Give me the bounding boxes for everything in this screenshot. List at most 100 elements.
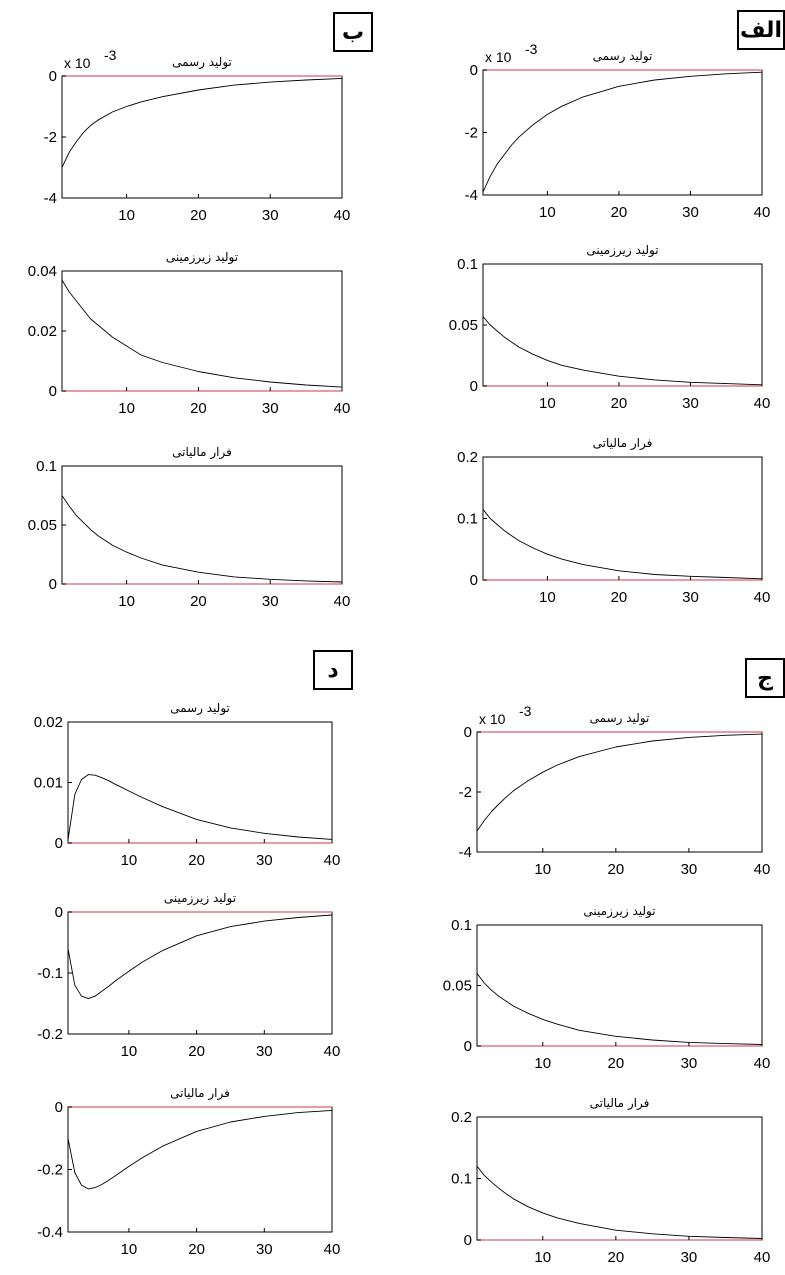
x-tick-label: 10 [539, 204, 556, 221]
response-line [482, 316, 763, 386]
x-tick-label: 30 [681, 1055, 698, 1072]
x-tick-label: 20 [190, 400, 207, 417]
x-tick-label: 20 [188, 1241, 205, 1258]
plot-title: فرار مالیاتی [590, 1096, 650, 1111]
x-tick-label: 40 [324, 1241, 341, 1258]
x-tick-label: 10 [121, 852, 138, 869]
y-tick-label: -4 [459, 844, 472, 861]
y-tick-label: 0.1 [451, 917, 472, 934]
chart-4: 0 -2 -4 10 20 30 40 تولید رسمی x 10 -3 [44, 47, 351, 224]
y-tick-label: -0.2 [37, 1162, 63, 1179]
x-tick-label: 40 [754, 1249, 771, 1266]
x-tick-label: 30 [682, 589, 699, 606]
response-line [67, 1109, 333, 1190]
x-tick-label: 40 [334, 593, 351, 610]
y-tick-label: 0.2 [451, 1109, 472, 1126]
x-tick-label: 40 [754, 861, 771, 878]
y-tick-label: -0.2 [37, 1026, 63, 1043]
plot-title: تولید رسمی [590, 711, 650, 726]
scale-exponent: -3 [104, 47, 117, 63]
x-tick-label: 40 [754, 395, 771, 412]
x-tick-label: 10 [118, 593, 135, 610]
x-tick-label: 20 [188, 852, 205, 869]
chart-8: 0.1 0.05 0 10 20 30 40 تولید زیرزمینی [443, 904, 771, 1072]
scale-factor: x 10 [64, 55, 91, 71]
plot-frame [67, 721, 333, 844]
chart-11: 0 -0.1 -0.2 10 20 30 40 تولید زیرزمینی [37, 891, 340, 1060]
y-tick-label: -2 [465, 125, 478, 142]
x-tick-label: 40 [324, 852, 341, 869]
plot-frame [482, 69, 763, 196]
chart-5: 0.04 0.02 0 10 20 30 40 تولید زیرزمینی [28, 250, 351, 417]
plot-title: تولید رسمی [593, 49, 653, 64]
y-tick-label: 0 [464, 1038, 472, 1055]
x-tick-label: 20 [611, 589, 628, 606]
response-line [476, 733, 763, 832]
plot-title: تولید رسمی [172, 55, 232, 70]
y-tick-label: 0.2 [457, 449, 478, 466]
y-tick-label: 0 [55, 835, 63, 852]
y-tick-label: 0 [470, 378, 478, 395]
plot-frame [482, 263, 763, 387]
scale-exponent: -3 [519, 703, 532, 719]
x-tick-label: 40 [754, 204, 771, 221]
x-tick-label: 20 [608, 1249, 625, 1266]
x-tick-label: 10 [539, 395, 556, 412]
x-tick-label: 40 [754, 589, 771, 606]
plot-frame [476, 924, 763, 1047]
y-tick-label: 0 [49, 383, 57, 400]
response-line [67, 914, 333, 1000]
chart-9: 0.2 0.1 0 10 20 30 40 فرار مالیاتی [451, 1096, 770, 1266]
x-tick-label: 20 [608, 1055, 625, 1072]
y-tick-label: 0 [55, 904, 63, 921]
chart-7: 0 -2 -4 10 20 30 40 تولید رسمی x 10 -3 [459, 703, 771, 878]
y-tick-label: 0.05 [449, 317, 478, 334]
x-tick-label: 20 [611, 204, 628, 221]
y-tick-label: 0.05 [28, 517, 57, 534]
panel-label-alef: الف [737, 10, 785, 50]
chart-10: 0.02 0.01 0 10 20 30 40 تولید رسمی [34, 701, 341, 869]
y-tick-label: -0.4 [37, 1224, 63, 1241]
chart-1: 0 -2 -4 10 20 30 40 تولید رسمی x 10 -3 [465, 41, 771, 221]
chart-12: 0 -0.2 -0.4 10 20 30 40 فرار مالیاتی [37, 1086, 340, 1258]
response-line [476, 973, 763, 1045]
x-tick-label: 20 [608, 861, 625, 878]
response-line [61, 77, 343, 168]
x-tick-label: 10 [118, 400, 135, 417]
x-tick-label: 40 [324, 1043, 341, 1060]
x-tick-label: 40 [334, 400, 351, 417]
panel-label-dal: د [313, 650, 353, 690]
x-tick-label: 30 [256, 852, 273, 869]
x-tick-label: 10 [539, 589, 556, 606]
y-tick-label: 0.1 [457, 511, 478, 528]
x-tick-label: 30 [681, 861, 698, 878]
x-tick-label: 30 [262, 207, 279, 224]
plot-title: تولید زیرزمینی [164, 891, 236, 906]
y-tick-label: 0.02 [28, 323, 57, 340]
response-line [61, 495, 343, 583]
panel-label-be: ب [333, 12, 373, 52]
panel-label-jim: ج [745, 658, 785, 698]
x-tick-label: 30 [256, 1043, 273, 1060]
plot-title: تولید زیرزمینی [166, 250, 238, 265]
x-tick-label: 30 [262, 400, 279, 417]
y-tick-label: 0.01 [34, 775, 63, 792]
x-tick-label: 10 [121, 1043, 138, 1060]
response-line [61, 279, 343, 388]
plot-frame [61, 465, 343, 585]
y-tick-label: 0.04 [28, 263, 57, 280]
y-tick-label: -0.1 [37, 965, 63, 982]
plot-frame [67, 911, 333, 1035]
x-tick-label: 40 [754, 1055, 771, 1072]
plot-title: فرار مالیاتی [170, 1086, 230, 1101]
plot-title: فرار مالیاتی [172, 445, 232, 460]
x-tick-label: 30 [682, 395, 699, 412]
x-tick-label: 40 [334, 207, 351, 224]
y-tick-label: 0.1 [36, 458, 57, 475]
x-tick-label: 20 [611, 395, 628, 412]
y-tick-label: 0.05 [443, 978, 472, 995]
y-tick-label: 0.1 [457, 256, 478, 273]
y-tick-label: 0 [470, 62, 478, 79]
